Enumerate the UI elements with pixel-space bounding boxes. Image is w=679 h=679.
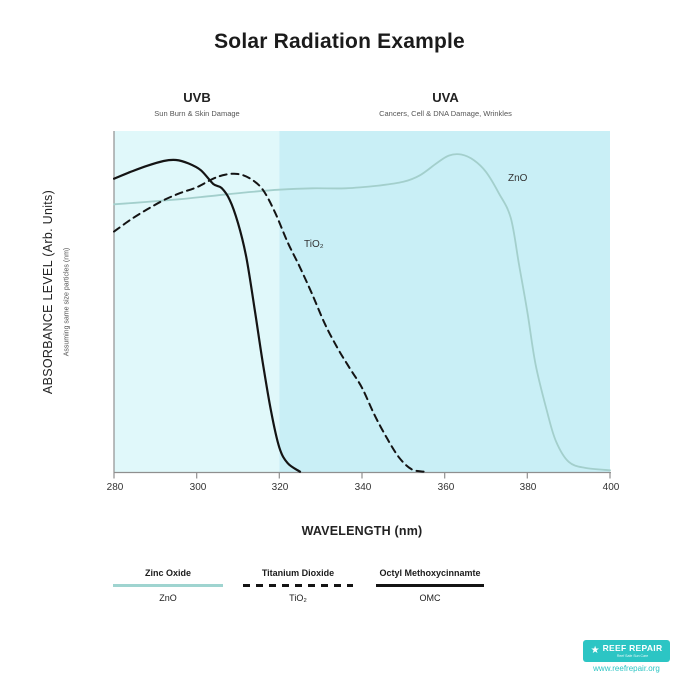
x-tick-340: 340 xyxy=(354,482,372,493)
y-axis-title: ABSORBANCE LEVEL (Arb. Units) xyxy=(41,189,55,395)
x-tick-300: 300 xyxy=(189,482,207,493)
tio2-curve-label: TiO₂ xyxy=(304,239,324,250)
absorbance-chart xyxy=(113,131,611,479)
y-axis-subtitle: Assuming same size particles (nm) xyxy=(63,247,71,357)
legend-line-omc-swatch xyxy=(376,584,484,587)
x-tick-360: 360 xyxy=(437,482,455,493)
brand-url: www.reefrepair.org xyxy=(593,664,660,673)
legend-name-zinc-oxide: Zinc Oxide xyxy=(144,568,191,578)
region-bg-uvb xyxy=(114,131,280,472)
reef-repair-wordmark: REEF REPAIR Reef Safe Sun Care xyxy=(602,643,663,658)
uva-label: UVA xyxy=(432,90,459,105)
uva-region-header: UVA Cancers, Cell & DNA Damage, Wrinkles xyxy=(280,90,611,118)
region-backgrounds xyxy=(114,131,610,472)
x-tick-280: 280 xyxy=(106,482,124,493)
legend-line-zno-swatch xyxy=(113,584,223,587)
series-curve-zno xyxy=(113,153,611,472)
x-axis-title: WAVELENGTH (nm) xyxy=(301,524,423,538)
legend-name-titanium-dioxide: Titanium Dioxide xyxy=(261,568,335,578)
axes-layer xyxy=(113,131,611,479)
uva-subtitle: Cancers, Cell & DNA Damage, Wrinkles xyxy=(379,109,512,118)
uvb-label: UVB xyxy=(183,90,211,105)
x-tick-320: 320 xyxy=(271,482,289,493)
brand-name: REEF REPAIR xyxy=(602,643,663,654)
uvb-subtitle: Sun Burn & Skin Damage xyxy=(154,109,240,118)
legend-name-octyl-methoxycinnamte: Octyl Methoxycinnamte xyxy=(379,568,481,578)
x-tick-380: 380 xyxy=(519,482,537,493)
uvb-region-header: UVB Sun Burn & Skin Damage xyxy=(114,90,280,118)
series-curve-tio2 xyxy=(113,172,425,473)
legend-abbr-zno: ZnO xyxy=(159,593,177,603)
page-title: Solar Radiation Example xyxy=(214,30,465,53)
series-layer xyxy=(113,153,611,473)
brand-tagline: Reef Safe Sun Care xyxy=(616,653,649,658)
legend-abbr-tio2: TiO₂ xyxy=(289,593,307,603)
star-icon: ★ xyxy=(590,645,600,656)
x-tick-400: 400 xyxy=(602,482,620,493)
region-bg-uva xyxy=(279,131,610,472)
series-curve-omc xyxy=(113,158,302,473)
zno-curve-label: ZnO xyxy=(508,173,528,184)
legend-abbr-omc: OMC xyxy=(419,593,441,603)
reef-repair-badge: ★ REEF REPAIR Reef Safe Sun Care xyxy=(583,640,670,662)
legend-line-tio2-swatch xyxy=(243,584,353,587)
